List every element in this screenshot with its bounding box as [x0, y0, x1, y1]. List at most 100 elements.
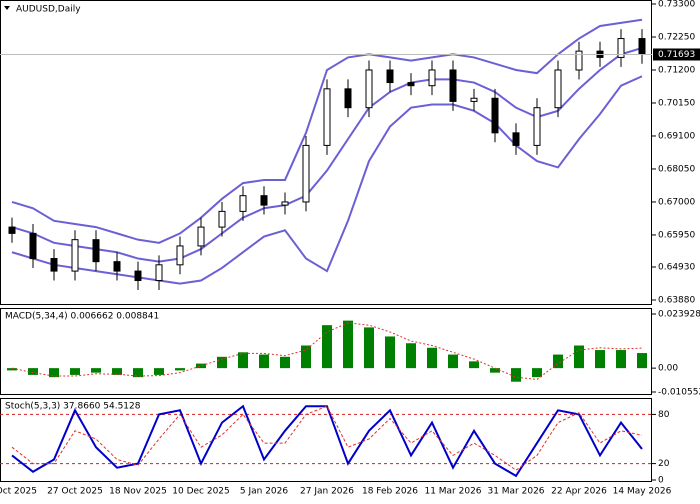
candle-body: [449, 69, 457, 102]
candle-body: [50, 258, 58, 272]
macd-bar: [343, 320, 353, 369]
chart-title: AUDUSD,Daily: [16, 5, 81, 15]
candle-body: [218, 210, 226, 228]
x-tick-label: 18 Nov 2025: [109, 487, 167, 497]
macd-bar: [238, 352, 248, 369]
macd-bar: [196, 363, 206, 369]
macd-bar: [595, 350, 605, 369]
macd-bar: [532, 368, 542, 378]
candle-body: [575, 50, 583, 71]
x-tick-label: 14 May 2026: [613, 487, 672, 497]
candle-body: [134, 270, 142, 282]
candle-body: [617, 38, 625, 58]
y-tick-label: 0.023928: [658, 310, 700, 320]
y-tick-label: 80: [658, 410, 670, 420]
macd-bar: [280, 356, 290, 369]
candle-body: [176, 245, 184, 266]
x-tick-label: 31 Mar 2026: [487, 487, 544, 497]
macd-bar: [364, 327, 374, 369]
x-tick-label: 27 Oct 2025: [47, 487, 103, 497]
macd-bar: [133, 368, 143, 378]
macd-bar: [406, 343, 416, 369]
candle-body: [344, 88, 352, 109]
main-frame: [0, 0, 652, 305]
macd-bar: [637, 353, 647, 369]
macd-bar: [385, 336, 395, 369]
stoch-line: [11, 405, 643, 471]
candle-body: [197, 226, 205, 247]
candle-body: [92, 239, 100, 263]
y-tick-label: 0.70150: [658, 98, 695, 108]
y-tick-label: 0.67000: [658, 197, 695, 207]
y-tick-label: 0.00: [658, 364, 678, 374]
macd-signal: [11, 322, 643, 380]
macd-bar: [511, 368, 521, 382]
y-tick-label: 0.72250: [658, 32, 695, 42]
candle-body: [491, 97, 499, 134]
y-tick-label: -0.010552: [658, 388, 700, 398]
x-tick-label: 11 Mar 2026: [424, 487, 481, 497]
macd-bar: [553, 354, 563, 369]
macd-bar: [259, 354, 269, 369]
y-tick-label: 0.71200: [658, 65, 695, 75]
candle-body: [113, 261, 121, 272]
candle-body: [365, 69, 373, 109]
candle-body: [470, 97, 478, 102]
candle-body: [428, 69, 436, 87]
macd-bar: [217, 356, 227, 369]
macd-bar: [91, 368, 101, 373]
x-tick-label: 5 Jan 2026: [240, 487, 288, 497]
macd-bar: [112, 368, 122, 375]
candle-body: [260, 195, 268, 206]
x-tick-label: 22 Apr 2026: [551, 487, 607, 497]
x-tick-label: 18 Feb 2026: [362, 487, 418, 497]
stoch-title: Stoch(5,3,3) 37.8660 54.5128: [5, 402, 141, 412]
candle-body: [239, 195, 247, 212]
bollinger-band: [11, 18, 643, 244]
candle-body: [638, 38, 646, 55]
y-tick-label: 0: [658, 476, 664, 486]
macd-bar: [616, 350, 626, 369]
last-price-label: 0.71693: [658, 50, 695, 60]
macd-bar: [49, 368, 59, 378]
menu-arrow: [4, 6, 10, 10]
y-tick-label: 20: [658, 459, 670, 469]
candle-body: [386, 69, 394, 84]
macd-bar: [448, 354, 458, 369]
stoch-line: [11, 404, 643, 478]
macd-bar: [175, 368, 185, 371]
y-tick-label: 0.73300: [658, 0, 695, 10]
macd-bar: [7, 368, 17, 371]
candle-body: [323, 88, 331, 146]
macd-frame: [0, 308, 652, 395]
y-tick-label: 0.69100: [658, 131, 695, 141]
x-tick-label: 2 Oct 2025: [0, 487, 37, 497]
macd-bar: [574, 345, 584, 369]
last-price-box: [653, 48, 700, 61]
y-tick-label: 0.64930: [658, 263, 695, 273]
macd-bar: [70, 368, 80, 375]
candle-body: [407, 82, 415, 87]
candle-body: [29, 232, 37, 260]
candle-body: [533, 107, 541, 146]
candle-body: [554, 69, 562, 109]
candle-body: [302, 144, 310, 203]
macd-bar: [490, 368, 500, 373]
candle-body: [155, 264, 163, 282]
macd-bar: [322, 325, 332, 369]
macd-bar: [427, 347, 437, 369]
macd-bar: [301, 345, 311, 369]
candle-body: [71, 239, 79, 272]
x-tick-label: 27 Jan 2026: [300, 487, 354, 497]
candle-body: [512, 132, 520, 146]
macd-bar: [28, 368, 38, 375]
candle-body: [281, 201, 289, 206]
y-tick-label: 0.68050: [658, 164, 695, 174]
macd-bar: [469, 361, 479, 369]
macd-title: MACD(5,34,4) 0.006662 0.008841: [5, 312, 159, 322]
y-tick-label: 0.63880: [658, 296, 695, 306]
x-tick-label: 10 Dec 2025: [172, 487, 230, 497]
candle-body: [8, 226, 16, 234]
stoch-frame: [0, 398, 652, 482]
